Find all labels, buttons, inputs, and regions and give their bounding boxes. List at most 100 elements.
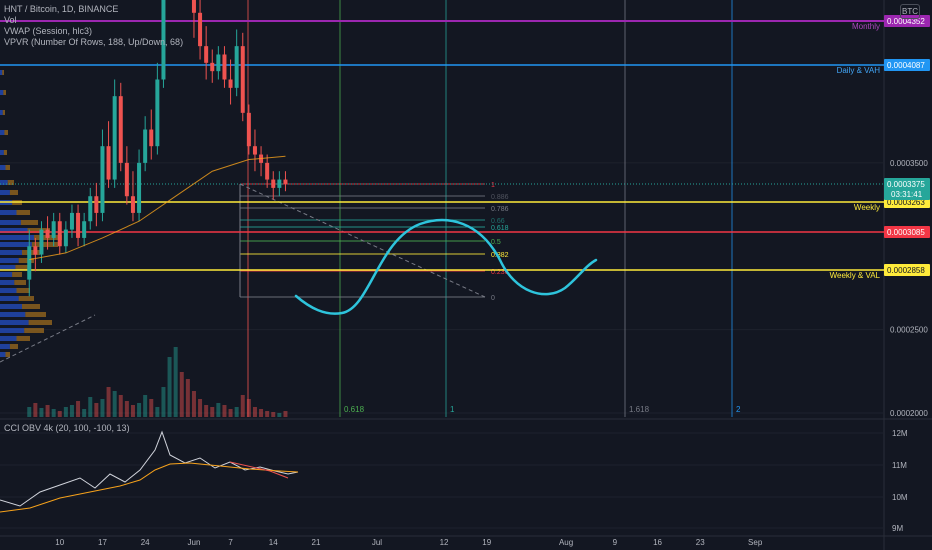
- volume-bar: [222, 405, 227, 417]
- candle-body: [143, 129, 148, 163]
- vwap-indicator-label[interactable]: VWAP (Session, hlc3): [4, 26, 93, 36]
- level-label-weekly_val: Weekly & VAL: [830, 271, 881, 280]
- fib-level-label: 0.886: [491, 194, 509, 201]
- candle-body: [149, 129, 154, 147]
- time-tick-label: 17: [98, 538, 107, 547]
- candle-body: [222, 54, 227, 80]
- volume-bar: [240, 395, 245, 417]
- fib-level-label: 0.618: [491, 225, 509, 232]
- candle-body: [82, 221, 87, 238]
- volume-bar: [198, 399, 203, 417]
- volume-profile-row: [31, 242, 58, 247]
- volume-profile-row: [0, 288, 17, 293]
- candle-body: [271, 179, 276, 188]
- candle-body: [57, 221, 62, 247]
- horizontal-levels[interactable]: Monthly Daily & VAH Weekly Weekly & VAL: [0, 20, 884, 280]
- candle-body: [51, 221, 56, 238]
- volume-bar: [57, 411, 62, 417]
- fib-level-label: 0.66: [491, 218, 505, 225]
- volume-profile-row: [0, 280, 15, 285]
- vwap-line: [29, 155, 286, 261]
- time-tick-label: 7: [228, 538, 233, 547]
- candle-body: [63, 229, 68, 247]
- fib-time-label: 1.618: [629, 405, 650, 414]
- volume-profile-row: [5, 165, 10, 170]
- volume-bar: [137, 403, 142, 417]
- volume-bar: [112, 391, 117, 417]
- volume-bar: [204, 405, 209, 417]
- volume-profile-row: [0, 130, 5, 135]
- volume-bar: [94, 403, 99, 417]
- volume-profile-row: [28, 320, 52, 325]
- price-tick-label: 0.0004500: [890, 0, 928, 1]
- volume-bar: [185, 379, 190, 417]
- volume-profile-row: [0, 150, 4, 155]
- volume-profile-row: [0, 320, 29, 325]
- volume-bar: [39, 408, 44, 417]
- price-tag-text-monthly: 0.0004352: [887, 17, 925, 26]
- time-tick-label: Aug: [559, 538, 573, 547]
- fib-time-label: 2: [736, 405, 741, 414]
- candle-body: [198, 12, 203, 47]
- time-tick-label: 12: [440, 538, 449, 547]
- volume-profile-row: [0, 220, 21, 225]
- fib-retracement[interactable]: 0.886 0.66 1 0.786 0.618 0.5 0.382 0.236 0: [0, 182, 509, 363]
- vol-indicator-label[interactable]: Vol: [4, 15, 17, 25]
- volume-profile-row: [0, 272, 13, 277]
- volume-profile-row: [14, 280, 26, 285]
- volume-bar: [216, 403, 221, 417]
- volume-bar: [155, 407, 160, 417]
- obv-signal-line: [229, 461, 289, 479]
- symbol-title[interactable]: HNT / Bitcoin, 1D, BINANCE: [4, 4, 119, 14]
- volume-profile-row: [0, 258, 19, 263]
- volume-profile: [0, 70, 62, 357]
- volume-bar: [106, 387, 111, 417]
- fib-trend-line: [239, 183, 486, 298]
- currency-badge[interactable]: BTC: [900, 4, 920, 19]
- obv-ma-line: [0, 462, 299, 513]
- time-tick-label: Sep: [748, 538, 763, 547]
- cci-obv-pane: [0, 430, 299, 513]
- volume-profile-row: [9, 190, 18, 195]
- candle-body: [155, 79, 160, 147]
- volume-profile-row: [4, 130, 8, 135]
- volume-bar: [51, 409, 56, 417]
- fib-level-label: 0.5: [491, 239, 501, 246]
- price-tag-red_line: [884, 226, 930, 238]
- volume-profile-row: [0, 70, 3, 75]
- volume-profile-row: [0, 250, 22, 255]
- price-tag-text-weekly_val: 0.0002858: [887, 266, 925, 275]
- volume-profile-row: [0, 210, 17, 215]
- candle-body: [252, 146, 257, 155]
- projection-path: [294, 218, 598, 315]
- volume-profile-row: [0, 242, 32, 247]
- cci-obv-indicator-label[interactable]: CCI OBV 4k (20, 100, -100, 13): [4, 423, 130, 433]
- candle-body: [33, 246, 38, 255]
- projection-curve[interactable]: [294, 218, 598, 315]
- volume-bar: [179, 372, 184, 417]
- price-tag-daily_vah: [884, 59, 930, 71]
- candle-body: [277, 179, 282, 188]
- candle-body: [100, 146, 105, 213]
- vpvr-indicator-label[interactable]: VPVR (Number Of Rows, 188, Up/Down, 68): [4, 37, 184, 47]
- volume-bar: [161, 387, 166, 417]
- volume-bars: [27, 347, 288, 417]
- volume-bar: [173, 347, 178, 417]
- volume-bar: [124, 401, 129, 417]
- volume-profile-row: [0, 344, 10, 349]
- time-tick-label: 19: [482, 538, 491, 547]
- volume-bar: [277, 413, 282, 417]
- volume-bar: [265, 411, 270, 417]
- volume-bar: [63, 407, 68, 417]
- volume-bar: [252, 407, 257, 417]
- volume-profile-row: [27, 228, 50, 233]
- current-price-text: 0.0003375: [887, 180, 925, 189]
- candle-body: [112, 96, 117, 180]
- volume-profile-row: [0, 228, 28, 233]
- axes: 0.00060000.00055000.00050000.00045000.00…: [55, 0, 930, 547]
- indicator-tick-label: 11M: [892, 461, 907, 470]
- volume-profile-row: [0, 328, 25, 333]
